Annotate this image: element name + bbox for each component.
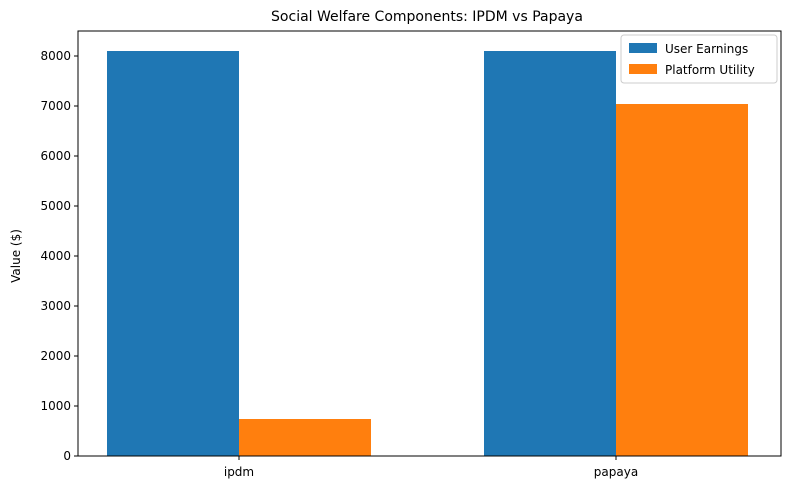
legend-label: User Earnings (665, 42, 748, 56)
legend-swatch (629, 43, 657, 53)
y-tick-label: 8000 (40, 49, 71, 63)
plot-area: 0 1000 2000 3000 4000 5000 6000 7000 8000 ipdm pap… (40, 49, 748, 479)
y-tick-label: 3000 (40, 299, 71, 313)
y-tick-label: 6000 (40, 149, 71, 163)
legend-box (620, 34, 778, 84)
y-tick-label: 4000 (40, 249, 71, 263)
bar-user-earnings-papaya (484, 51, 616, 456)
x-tick-label: papaya (594, 465, 638, 479)
x-tick-label: ipdm (224, 465, 254, 479)
y-axis-label: Value ($) (9, 229, 23, 283)
legend-label: Platform Utility (665, 63, 755, 77)
plot-frame (77, 30, 782, 457)
y-tick-label: 0 (63, 449, 71, 463)
bar-user-earnings-ipdm (107, 51, 239, 456)
chart-title: Social Welfare Components: IPDM vs Papay… (271, 9, 583, 25)
bar-platform-utility-ipdm (239, 419, 371, 456)
y-tick-label: 2000 (40, 349, 71, 363)
y-tick-label: 5000 (40, 199, 71, 213)
y-tick-label: 7000 (40, 99, 71, 113)
legend: User Earnings Platform Utility (620, 34, 778, 84)
bar-platform-utility-papaya (616, 104, 748, 456)
legend-swatch (629, 64, 657, 74)
y-tick-label: 1000 (40, 399, 71, 413)
